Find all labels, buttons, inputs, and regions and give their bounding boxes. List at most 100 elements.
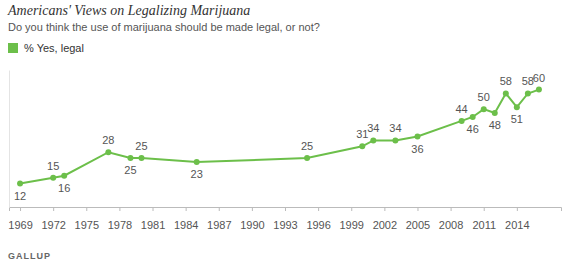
x-tick-label: 1987 [207,219,231,231]
point [304,155,310,161]
data-labels: 1215162825252325313434364446504858515860 [14,72,545,202]
x-tick-label: 2008 [439,219,463,231]
x-tick: 2005 [406,207,430,231]
x-tick: 1990 [240,207,264,231]
data-label: 23 [191,168,203,180]
y-axis [9,71,10,208]
x-tick-mark [451,207,452,211]
point [359,143,365,149]
x-tick: 2002 [373,207,397,231]
x-tick-mark [252,207,253,211]
point [105,149,111,155]
point [514,104,520,110]
x-tick-label: 2005 [406,219,430,231]
point [459,118,465,124]
data-label: 16 [58,182,70,194]
subtitle: Do you think the use of marijuana should… [8,21,320,33]
data-label: 50 [478,91,490,103]
x-tick-label: 1993 [273,219,297,231]
y-axis-line [9,71,10,208]
x-tick-label: 1999 [339,219,363,231]
x-tick-mark [186,207,187,211]
x-tick-mark [417,207,418,211]
data-label: 25 [301,140,313,152]
data-label: 34 [389,122,401,134]
data-label: 51 [511,113,523,125]
x-tick-mark [219,207,220,211]
point [392,137,398,143]
x-tick-mark [318,207,319,211]
x-tick-label: 1984 [174,219,198,231]
data-label: 28 [102,134,114,146]
point [470,114,476,120]
x-tick-label: 1969 [8,219,32,231]
data-label: 44 [456,103,468,115]
point [525,90,531,96]
point [194,159,200,165]
x-tick-mark [20,207,21,211]
x-tick: 1981 [141,207,165,231]
x-tick: 1972 [41,207,65,231]
x-tick: 1987 [207,207,231,231]
x-tick-mark [86,207,87,211]
legend-swatch [8,43,18,53]
x-tick-label: 1975 [75,219,99,231]
data-label: 46 [467,123,479,135]
x-tick-mark [384,207,385,211]
point [50,175,56,181]
x-axis: 1969 1972 1975 1978 1981 1984 1987 1990 1993 1996… [8,207,561,231]
x-tick-label: 2014 [505,219,529,231]
series-line [20,90,539,184]
legend: % Yes, legal [8,42,84,54]
point [481,106,487,112]
source: GALLUP [8,251,51,261]
chart: Americans' Views on Legalizing Marijuana… [0,0,577,264]
x-tick-mark [53,207,54,211]
data-label: 58 [500,75,512,87]
point [492,110,498,116]
data-label: 34 [367,122,379,134]
x-tick-label: 1981 [141,219,165,231]
x-tick-label: 2002 [373,219,397,231]
x-tick: 1984 [174,207,198,231]
x-tick: 2011 [472,207,496,231]
x-tick: 1975 [75,207,99,231]
data-label: 25 [135,140,147,152]
x-tick: 1999 [339,207,363,231]
x-tick-mark [484,207,485,211]
x-tick-label: 1990 [240,219,264,231]
legend-label: % Yes, legal [24,42,84,54]
title: Americans' Views on Legalizing Marijuana [7,3,250,18]
point [138,155,144,161]
data-label: 60 [533,72,545,84]
data-label: 25 [124,164,136,176]
x-tick: 1978 [108,207,132,231]
x-tick-label: 1996 [306,219,330,231]
x-tick: 1993 [273,207,297,231]
x-tick: 1996 [306,207,330,231]
data-label: 36 [411,143,423,155]
point [127,155,133,161]
x-tick-label: 1972 [41,219,65,231]
x-tick-label: 2011 [472,219,496,231]
x-tick-mark [153,207,154,211]
point [414,134,420,140]
data-label: 12 [14,190,26,202]
x-tick-mark [285,207,286,211]
data-label: 48 [489,119,501,131]
point [17,181,23,187]
point [503,90,509,96]
x-tick-label: 1978 [108,219,132,231]
legend-item: % Yes, legal [8,42,84,54]
x-tick-mark [351,207,352,211]
x-tick-mark [119,207,120,211]
data-label: 15 [47,160,59,172]
x-tick: 2008 [439,207,463,231]
x-tick: 2014 [505,207,529,231]
x-tick-mark [517,207,518,211]
plot-area [17,87,542,187]
point [61,173,67,179]
x-tick: 1969 [8,207,32,231]
x-axis-line [10,208,562,212]
point [370,137,376,143]
